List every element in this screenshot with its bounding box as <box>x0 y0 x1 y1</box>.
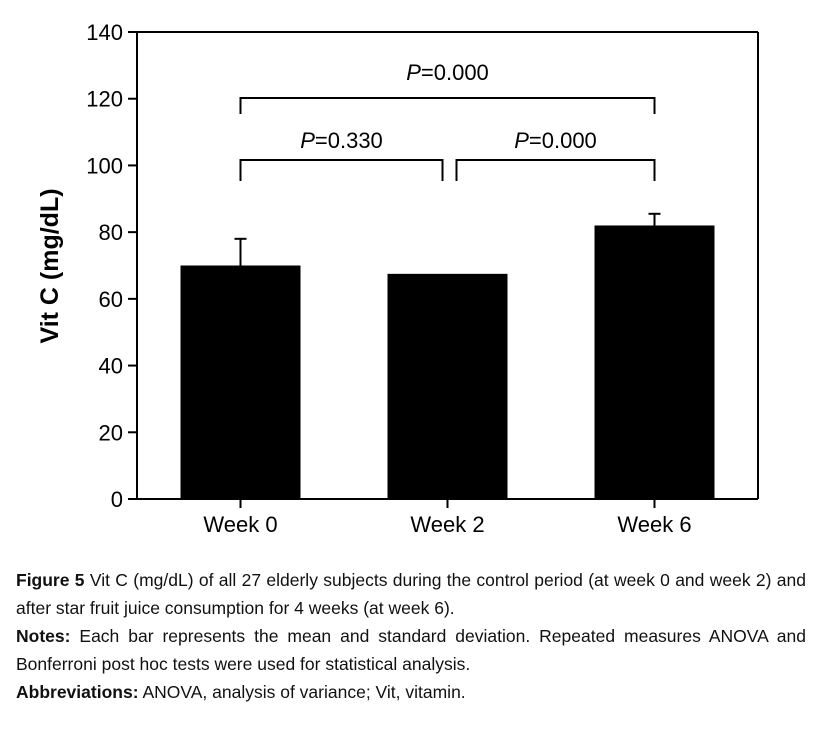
x-tick-label: Week 2 <box>410 512 484 537</box>
y-tick-label: 0 <box>111 487 123 512</box>
significance-bracket <box>239 159 444 181</box>
significance-bracket <box>239 97 656 114</box>
x-tick-label: Week 0 <box>203 512 277 537</box>
y-tick-label: 140 <box>86 20 123 45</box>
bar <box>180 265 301 499</box>
y-tick-label: 40 <box>99 354 123 379</box>
caption-notes-text: Each bar represents the mean and standar… <box>16 626 806 674</box>
p-symbol: P <box>514 128 529 153</box>
x-axis: Week 0 Week 2 Week 6 <box>137 498 758 537</box>
p-value-label: P=0.000 <box>514 128 597 153</box>
caption-abbr-label: Abbreviations: <box>16 682 139 702</box>
p-symbol: P <box>406 60 421 85</box>
x-tick-label: Week 6 <box>617 512 691 537</box>
bars <box>180 225 715 499</box>
error-bars <box>234 212 661 266</box>
y-tick-label: 100 <box>86 153 123 178</box>
p-value: =0.330 <box>315 128 383 153</box>
y-axis: 0 20 40 60 80 100 120 140 <box>86 20 759 512</box>
caption-abbreviations: Abbreviations: ANOVA, analysis of varian… <box>16 678 806 706</box>
caption-figure-label: Figure 5 <box>16 570 85 590</box>
y-tick-label: 120 <box>86 87 123 112</box>
p-value-label: P=0.000 <box>406 60 489 85</box>
p-value: =0.000 <box>529 128 597 153</box>
caption-notes-label: Notes: <box>16 626 71 646</box>
figure-caption: Figure 5 Vit C (mg/dL) of all 27 elderly… <box>16 566 806 706</box>
p-symbol: P <box>300 128 315 153</box>
p-value: =0.000 <box>421 60 489 85</box>
y-tick-label: 20 <box>99 420 123 445</box>
significance-bracket <box>455 159 656 181</box>
bar <box>387 273 508 499</box>
caption-abbr-text: ANOVA, analysis of variance; Vit, vitami… <box>142 682 466 702</box>
caption-figure-text: Vit C (mg/dL) of all 27 elderly subjects… <box>16 570 806 618</box>
caption-notes: Notes: Each bar represents the mean and … <box>16 622 806 678</box>
y-tick-label: 60 <box>99 287 123 312</box>
y-tick-label: 80 <box>99 220 123 245</box>
y-axis-label: Vit C (mg/dL) <box>36 188 64 343</box>
p-value-label: P=0.330 <box>300 128 383 153</box>
bar <box>594 225 715 499</box>
caption-figure: Figure 5 Vit C (mg/dL) of all 27 elderly… <box>16 566 806 622</box>
